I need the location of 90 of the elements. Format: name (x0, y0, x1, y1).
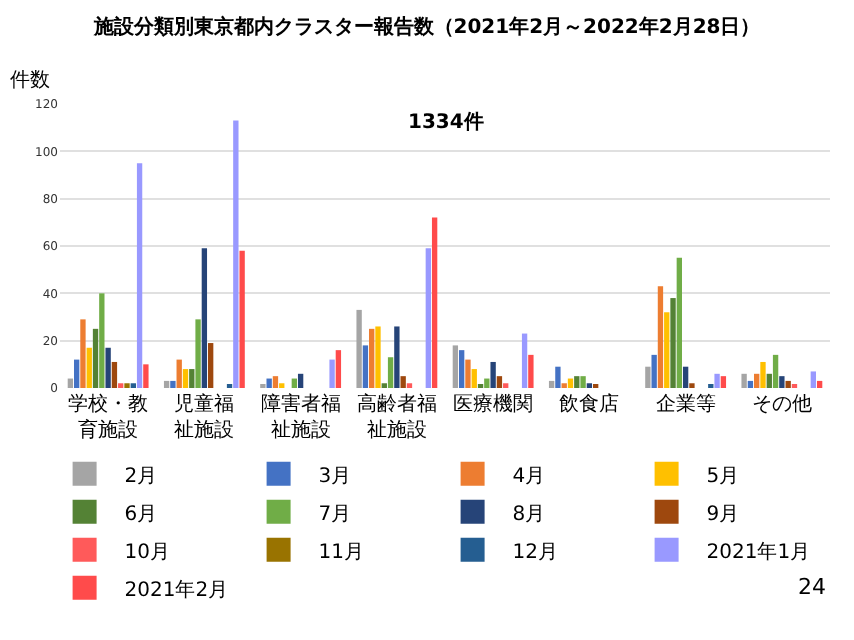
bar (496, 376, 503, 388)
chart-title: 施設分類別東京都内クラスター報告数（2021年2月～2022年2月28日） (91, 15, 761, 40)
bar (105, 347, 111, 388)
bar (375, 326, 381, 388)
bar (387, 357, 394, 388)
legend-label: 3月 (318, 465, 352, 488)
bar (233, 120, 239, 388)
bar (676, 257, 682, 388)
bar (490, 361, 496, 388)
x-tick-label: その他 (751, 392, 812, 416)
bar (816, 380, 823, 388)
bar (555, 366, 561, 388)
bar (143, 364, 149, 388)
legend-label: 2021年2月 (124, 577, 229, 602)
bar (521, 333, 528, 388)
legend-label: 7月 (318, 503, 352, 526)
bar (720, 376, 727, 388)
bar (810, 371, 817, 388)
bar (335, 350, 342, 388)
bar (528, 354, 534, 388)
bar (645, 366, 651, 388)
bar (741, 373, 747, 388)
legend-label: 12月 (512, 541, 559, 564)
bar (394, 326, 400, 388)
bar (80, 319, 86, 388)
bar (362, 345, 369, 388)
bar (195, 319, 201, 388)
x-tick-label: 児童福祉施設 (174, 392, 235, 442)
legend-label: 4月 (512, 465, 546, 488)
bar (176, 359, 182, 388)
bar (329, 359, 335, 388)
legend-label: 5月 (706, 465, 740, 488)
bar (548, 380, 555, 388)
bar (182, 369, 189, 388)
bar (297, 373, 304, 388)
bar (400, 376, 406, 388)
legend-label: 6月 (124, 503, 158, 526)
annotation: 1334件 (408, 110, 484, 134)
bar (760, 361, 766, 388)
bar (369, 328, 375, 388)
bar (189, 369, 195, 388)
x-tick-label: 企業等 (655, 392, 716, 416)
bar (272, 376, 279, 388)
bar (425, 248, 432, 388)
bar (754, 373, 760, 388)
bar (657, 286, 664, 388)
bar (785, 380, 791, 388)
text: 24 (798, 574, 826, 600)
bar (170, 380, 176, 388)
legend-label: 10月 (124, 541, 171, 564)
bar (86, 347, 92, 388)
bar (714, 373, 720, 388)
bar (779, 376, 785, 388)
bar (99, 293, 105, 388)
bar (73, 359, 80, 388)
bar (651, 354, 657, 388)
bar (766, 373, 772, 388)
bar (208, 343, 214, 388)
legend-label: 2021年1月 (706, 539, 811, 564)
legend-label: 2月 (124, 465, 158, 488)
x-tick-label: 飲食店 (559, 392, 620, 416)
bar (239, 250, 245, 388)
bar (471, 369, 477, 388)
bar (356, 309, 362, 388)
bar (431, 217, 438, 388)
bar (136, 163, 143, 388)
x-tick-label: 高齢者福祉施設 (356, 392, 437, 442)
bar (664, 312, 670, 388)
legend-label: 11月 (318, 541, 365, 564)
bar (111, 361, 118, 388)
bar (682, 366, 689, 388)
bar (201, 248, 208, 388)
y-axis-title: 件数 (10, 70, 50, 92)
x-tick-label: 医療機関 (453, 392, 534, 416)
x-tick-label: 学校・教育施設 (68, 392, 149, 442)
bar (465, 359, 471, 388)
bar (458, 350, 465, 388)
bar (484, 378, 490, 388)
bar (580, 376, 586, 388)
bar (747, 380, 754, 388)
bar (163, 380, 170, 388)
bar (670, 298, 676, 388)
bar (92, 328, 99, 388)
x-tick-label: 障害者福祉施設 (260, 392, 341, 442)
bar (452, 345, 459, 388)
legend-label: 9月 (706, 503, 740, 526)
legend-label: 8月 (512, 503, 546, 526)
bar (266, 378, 272, 388)
bar (772, 354, 779, 388)
bar (574, 376, 580, 388)
